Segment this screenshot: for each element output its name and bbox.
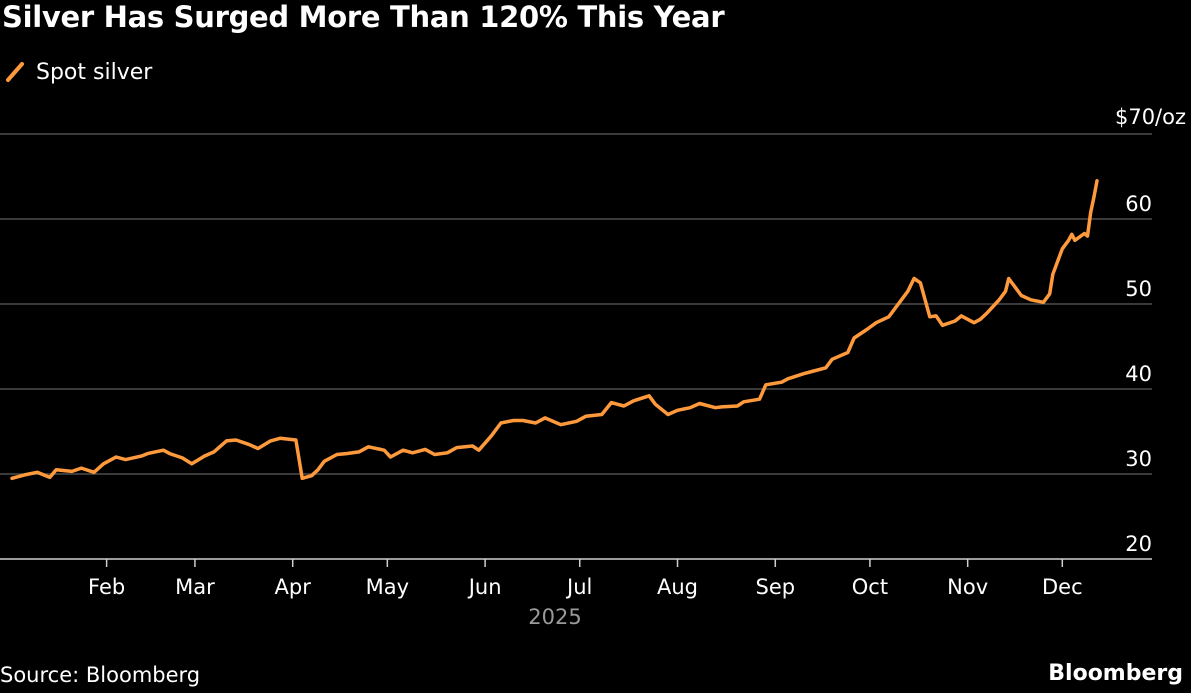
x-tick-label-sep: Sep [755, 575, 795, 599]
series-line-spot-silver [10, 179, 1099, 481]
x-tick-label-aug: Aug [657, 575, 698, 599]
legend-line-icon [6, 62, 24, 82]
series-layer [10, 179, 1099, 481]
x-tick-label-apr: Apr [275, 575, 312, 599]
x-tick-label-feb: Feb [88, 575, 125, 599]
x-axis: Feb Mar Apr May Jun Jul Aug Sep Oct Nov Dec [0, 558, 1152, 599]
chart-title: Silver Has Surged More Than 120% This Ye… [2, 0, 725, 34]
y-axis: 20 30 40 50 60 $70/oz [1115, 105, 1186, 556]
y-tick-label-30: 30 [1125, 447, 1152, 471]
x-tick-label-nov: Nov [947, 575, 988, 599]
x-tick-label-jul: Jul [565, 575, 592, 599]
y-tick-label-20: 20 [1125, 532, 1152, 556]
x-tick-label-mar: Mar [175, 575, 215, 599]
gridlines [0, 133, 1152, 475]
y-tick-label-70: $70/oz [1115, 105, 1186, 129]
x-tick-label-dec: Dec [1042, 575, 1083, 599]
x-tick-label-may: May [366, 575, 409, 599]
bloomberg-logo: Bloomberg [1048, 661, 1183, 686]
source-note: Source: Bloomberg [0, 663, 201, 687]
x-axis-label: 2025 [528, 605, 581, 629]
y-tick-label-50: 50 [1125, 277, 1152, 301]
y-tick-label-40: 40 [1125, 362, 1152, 386]
y-tick-label-60: 60 [1125, 192, 1152, 216]
x-tick-label-oct: Oct [852, 575, 888, 599]
x-tick-label-jun: Jun [467, 575, 502, 599]
legend: Spot silver [4, 58, 152, 86]
legend-label-spot-silver: Spot silver [36, 59, 153, 85]
